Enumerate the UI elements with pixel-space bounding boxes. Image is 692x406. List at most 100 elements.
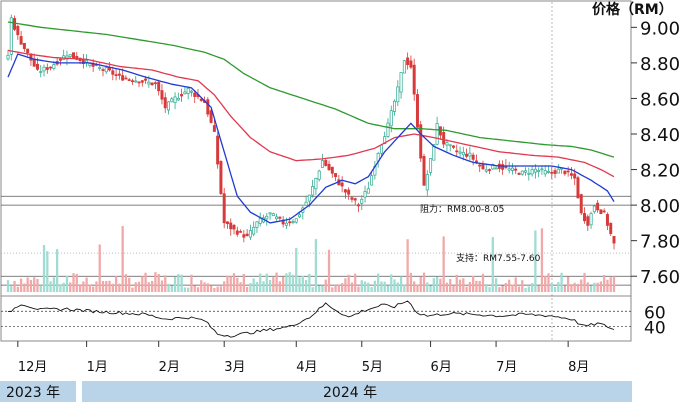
volume-bar <box>167 283 170 292</box>
candle-body <box>596 202 600 211</box>
candle-body <box>88 63 92 66</box>
support-label: 支持：RM7.55-7.60 <box>456 252 541 264</box>
candle-body <box>458 151 462 154</box>
candle-body <box>39 71 43 73</box>
candle-body <box>370 175 374 186</box>
volume-bar <box>472 275 475 292</box>
volume-bar <box>481 273 485 292</box>
volume-bar <box>340 283 344 292</box>
candle-body <box>265 215 269 220</box>
volume-bar <box>193 285 196 292</box>
volume-bar <box>383 281 386 292</box>
y-tick-label: 8.00 <box>640 196 680 217</box>
volume-bar <box>475 280 478 292</box>
volume-bar <box>452 286 455 292</box>
y-tick-label: 7.80 <box>640 232 680 253</box>
volume-bar <box>272 277 275 292</box>
volume-bar <box>190 274 193 292</box>
volume-bar <box>259 273 262 292</box>
volume-bar <box>354 273 357 292</box>
candle-body <box>173 96 177 103</box>
candle-body <box>517 173 521 175</box>
candle-body <box>42 66 46 72</box>
candle-body <box>478 164 482 167</box>
candle-body <box>589 213 593 226</box>
candle-body <box>298 214 302 218</box>
candle-body <box>602 210 606 213</box>
ma-short-line <box>7 53 615 224</box>
volume-bar <box>26 277 29 292</box>
volume-bar <box>331 287 334 292</box>
volume-bar <box>432 278 435 292</box>
volume-bar <box>105 280 108 292</box>
volume-bar <box>150 280 154 292</box>
volume-bar <box>386 285 390 292</box>
volume-bar <box>298 277 301 292</box>
volume-bar <box>249 283 252 292</box>
volume-bar <box>367 282 370 292</box>
volume-bar <box>108 280 111 292</box>
year-label-2023: 2023 年 <box>6 385 60 401</box>
candle-body <box>180 94 184 97</box>
candle-body <box>101 69 105 71</box>
volume-bar <box>599 281 603 292</box>
volume-bar <box>429 285 432 292</box>
candle-body <box>546 171 550 173</box>
candle-body <box>566 170 570 173</box>
volume-bar <box>435 276 439 292</box>
candle-body <box>6 54 10 60</box>
candle-body <box>130 80 134 83</box>
x-tick-label: 5月 <box>362 360 383 375</box>
candle-body <box>553 170 557 174</box>
candle-body <box>399 72 403 93</box>
volume-bar <box>114 276 118 292</box>
volume-bar <box>576 283 580 292</box>
volume-bar <box>380 281 383 292</box>
volume-bar <box>101 280 105 292</box>
volume-bar <box>557 282 560 292</box>
volume-bar <box>491 237 494 292</box>
volume-bar <box>314 239 318 292</box>
volume-bar <box>445 282 449 292</box>
volume-bar <box>603 274 606 292</box>
volume-bar <box>282 276 285 292</box>
candle-body <box>68 54 72 57</box>
volume-bar <box>370 287 373 292</box>
candle-body <box>507 168 511 171</box>
candle-body <box>291 221 295 223</box>
volume-bars <box>6 226 616 292</box>
candle-body <box>340 182 344 187</box>
volume-bar <box>593 282 596 292</box>
candle-body <box>111 70 115 75</box>
candle-body <box>72 52 76 59</box>
volume-bar <box>10 286 13 292</box>
volume-bar <box>121 226 124 292</box>
volume-bar <box>265 273 268 292</box>
candle-body <box>222 193 226 224</box>
candle-body <box>445 142 449 146</box>
volume-bar <box>49 281 52 292</box>
candle-body <box>65 55 69 60</box>
volume-bar <box>242 273 245 292</box>
volume-bar <box>55 249 59 292</box>
volume-bar <box>573 282 576 292</box>
volume-bar <box>321 285 324 292</box>
y-tick-label: 8.80 <box>640 54 680 75</box>
candle-body <box>157 81 161 92</box>
volume-bar <box>544 275 547 292</box>
volume-bar <box>36 279 39 292</box>
candle-body <box>530 169 534 175</box>
volume-bar <box>301 275 304 292</box>
rsi-tick-label: 60 <box>644 303 666 323</box>
volume-bar <box>468 281 472 292</box>
candle-body <box>556 168 560 174</box>
candle-body <box>153 82 157 85</box>
candle-body <box>320 160 324 168</box>
candle-body <box>248 230 252 238</box>
volume-bar <box>308 273 311 292</box>
volume-bar <box>439 278 442 292</box>
candle-body <box>19 36 23 45</box>
volume-bar <box>563 285 567 292</box>
candle-body <box>35 63 39 70</box>
candle-body <box>127 79 131 81</box>
